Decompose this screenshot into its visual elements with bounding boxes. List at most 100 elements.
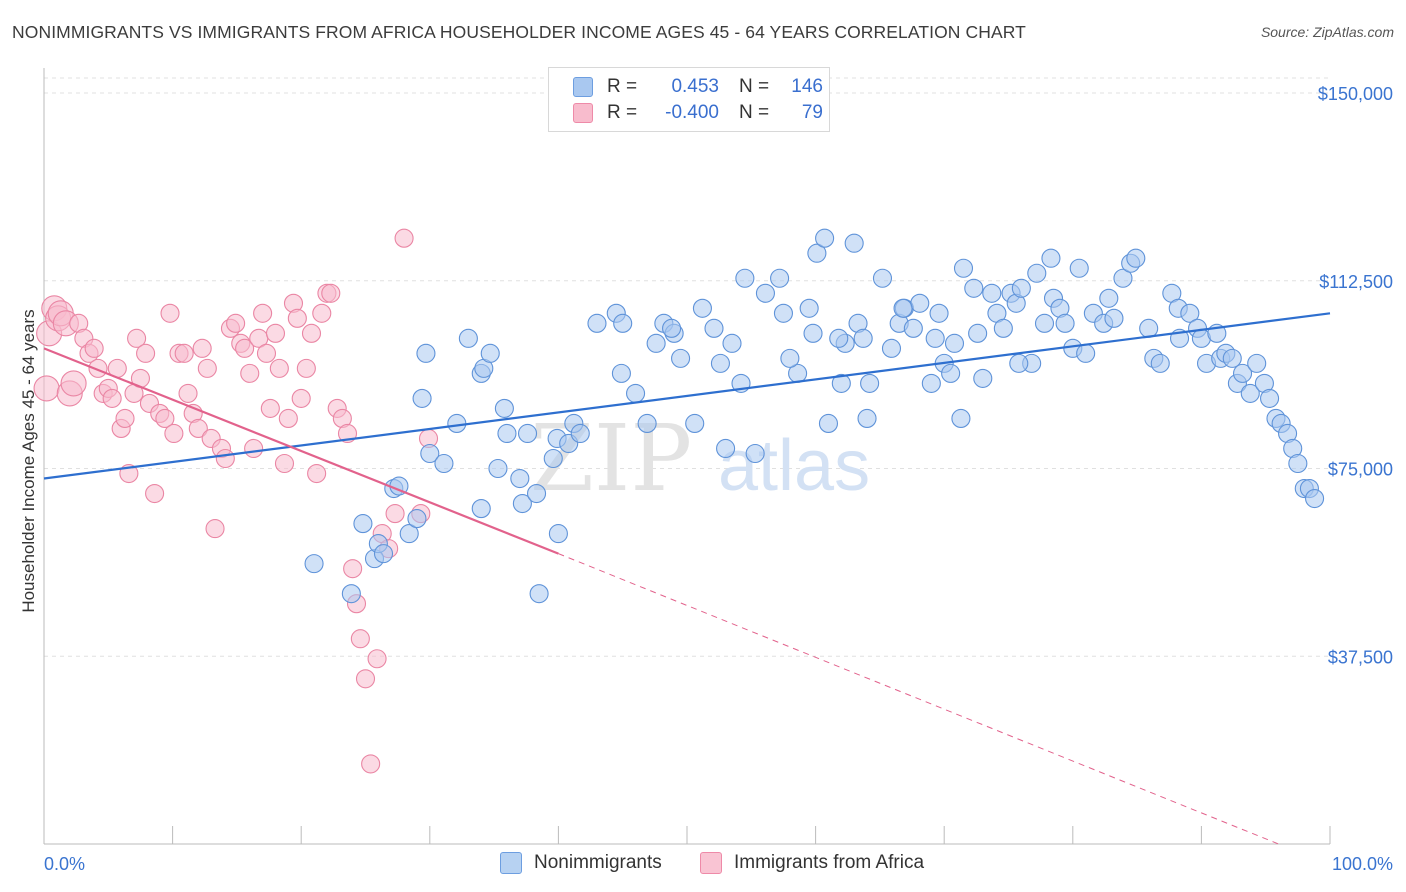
trend-lines bbox=[43, 312, 1331, 845]
data-point-nonimmigrants bbox=[818, 413, 839, 434]
data-point-immigrants bbox=[155, 408, 175, 428]
legend-n-label: N = bbox=[739, 76, 770, 97]
data-point-nonimmigrants bbox=[953, 258, 974, 278]
data-point-nonimmigrants bbox=[1150, 353, 1170, 373]
legend-label: Immigrants from Africa bbox=[734, 852, 925, 873]
series-legend: Nonimmigrants Immigrants from Africa bbox=[0, 852, 1406, 878]
data-point-nonimmigrants bbox=[829, 328, 849, 348]
data-point-nonimmigrants bbox=[480, 343, 500, 363]
data-point-nonimmigrants bbox=[488, 458, 508, 479]
data-point-nonimmigrants bbox=[844, 233, 864, 253]
series-immigrants-from-africa bbox=[33, 228, 439, 774]
data-point-nonimmigrants bbox=[1305, 488, 1325, 509]
data-point-nonimmigrants bbox=[494, 398, 514, 418]
data-point-immigrants bbox=[235, 338, 255, 358]
data-point-nonimmigrants bbox=[903, 318, 923, 338]
data-point-nonimmigrants bbox=[399, 524, 419, 544]
data-point-immigrants bbox=[215, 448, 235, 469]
data-point-nonimmigrants bbox=[434, 453, 454, 474]
data-point-nonimmigrants bbox=[755, 283, 775, 303]
data-point-nonimmigrants bbox=[646, 333, 666, 353]
data-point-nonimmigrants bbox=[982, 283, 1002, 303]
data-point-nonimmigrants bbox=[857, 408, 877, 428]
data-point-nonimmigrants bbox=[1041, 248, 1061, 268]
data-point-immigrants bbox=[367, 649, 387, 669]
data-point-nonimmigrants bbox=[710, 353, 730, 373]
data-point-immigrants bbox=[127, 328, 147, 348]
legend-swatch-blue bbox=[500, 852, 522, 874]
gridlines bbox=[44, 77, 1330, 657]
data-point-nonimmigrants bbox=[517, 423, 538, 444]
legend-r-label: R = bbox=[607, 102, 638, 123]
data-point-nonimmigrants bbox=[1247, 353, 1267, 373]
data-point-nonimmigrants bbox=[1222, 348, 1242, 368]
data-point-nonimmigrants bbox=[910, 293, 930, 313]
data-point-nonimmigrants bbox=[611, 363, 631, 383]
legend-n-value: 146 bbox=[791, 76, 823, 97]
correlation-legend: R = 0.453 N = 146 R = -0.400 N = 79 bbox=[548, 67, 830, 132]
legend-item-immigrants-from-africa[interactable]: Immigrants from Africa bbox=[700, 852, 924, 874]
data-point-nonimmigrants bbox=[860, 373, 880, 393]
data-point-nonimmigrants bbox=[1104, 308, 1124, 328]
data-point-immigrants bbox=[361, 754, 381, 774]
legend-swatch-blue bbox=[573, 77, 593, 97]
data-point-immigrants bbox=[265, 323, 286, 343]
data-point-immigrants bbox=[136, 343, 156, 363]
x-tick-label: 0.0% bbox=[44, 854, 85, 874]
chart-title: NONIMMIGRANTS VS IMMIGRANTS FROM AFRICA … bbox=[12, 22, 1026, 42]
data-point-immigrants bbox=[192, 338, 212, 358]
data-point-nonimmigrants bbox=[770, 268, 790, 288]
data-point-nonimmigrants bbox=[685, 413, 705, 434]
data-point-immigrants bbox=[394, 228, 414, 248]
axes bbox=[43, 68, 1331, 845]
legend-swatch-pink bbox=[573, 103, 593, 123]
data-point-nonimmigrants bbox=[626, 383, 646, 403]
data-point-nonimmigrants bbox=[1076, 343, 1096, 363]
data-point-nonimmigrants bbox=[692, 298, 712, 318]
data-point-nonimmigrants bbox=[671, 348, 691, 368]
data-point-immigrants bbox=[296, 358, 316, 378]
data-point-immigrants bbox=[240, 363, 260, 383]
trend-line-nonimmigrants bbox=[43, 312, 1331, 480]
data-point-nonimmigrants bbox=[925, 328, 945, 348]
legend-r-value: 0.453 bbox=[671, 76, 719, 97]
data-point-nonimmigrants bbox=[510, 468, 530, 489]
data-point-immigrants bbox=[244, 438, 264, 459]
legend-row-nonimmigrants: R = 0.453 N = 146 bbox=[573, 75, 823, 99]
data-point-nonimmigrants bbox=[587, 313, 607, 333]
data-point-nonimmigrants bbox=[973, 368, 993, 388]
data-point-nonimmigrants bbox=[893, 298, 913, 318]
data-point-immigrants bbox=[256, 343, 277, 363]
data-point-nonimmigrants bbox=[373, 544, 394, 564]
data-point-nonimmigrants bbox=[1126, 248, 1146, 268]
data-point-nonimmigrants bbox=[1240, 383, 1260, 403]
legend-label: Nonimmigrants bbox=[534, 852, 662, 873]
watermark-atlas: atlas bbox=[718, 426, 870, 506]
data-point-nonimmigrants bbox=[815, 228, 835, 248]
legend-n-label: N = bbox=[739, 102, 770, 123]
data-point-nonimmigrants bbox=[780, 348, 800, 368]
data-point-nonimmigrants bbox=[951, 408, 971, 428]
data-point-immigrants bbox=[260, 398, 280, 418]
watermark: ZIP atlas bbox=[530, 405, 870, 512]
data-point-immigrants bbox=[188, 418, 208, 439]
data-point-immigrants bbox=[350, 629, 370, 649]
legend-item-nonimmigrants[interactable]: Nonimmigrants bbox=[500, 852, 662, 874]
data-point-nonimmigrants bbox=[1099, 288, 1119, 308]
legend-row-immigrants: R = -0.400 N = 79 bbox=[573, 101, 823, 125]
data-point-nonimmigrants bbox=[831, 373, 851, 393]
legend-r-value: -0.400 bbox=[665, 102, 719, 123]
data-point-nonimmigrants bbox=[447, 413, 467, 434]
data-point-nonimmigrants bbox=[512, 494, 532, 514]
data-point-immigrants bbox=[301, 323, 322, 343]
y-tick-label: $37,500 bbox=[1328, 647, 1393, 667]
data-point-immigrants bbox=[278, 408, 298, 428]
data-point-nonimmigrants bbox=[529, 584, 549, 604]
data-point-immigrants bbox=[253, 303, 273, 323]
data-point-immigrants bbox=[160, 303, 180, 323]
data-point-nonimmigrants bbox=[407, 509, 427, 529]
data-point-nonimmigrants bbox=[637, 413, 657, 434]
data-point-immigrants bbox=[84, 338, 104, 358]
series-nonimmigrants bbox=[304, 228, 1325, 604]
data-point-immigrants bbox=[343, 559, 363, 579]
